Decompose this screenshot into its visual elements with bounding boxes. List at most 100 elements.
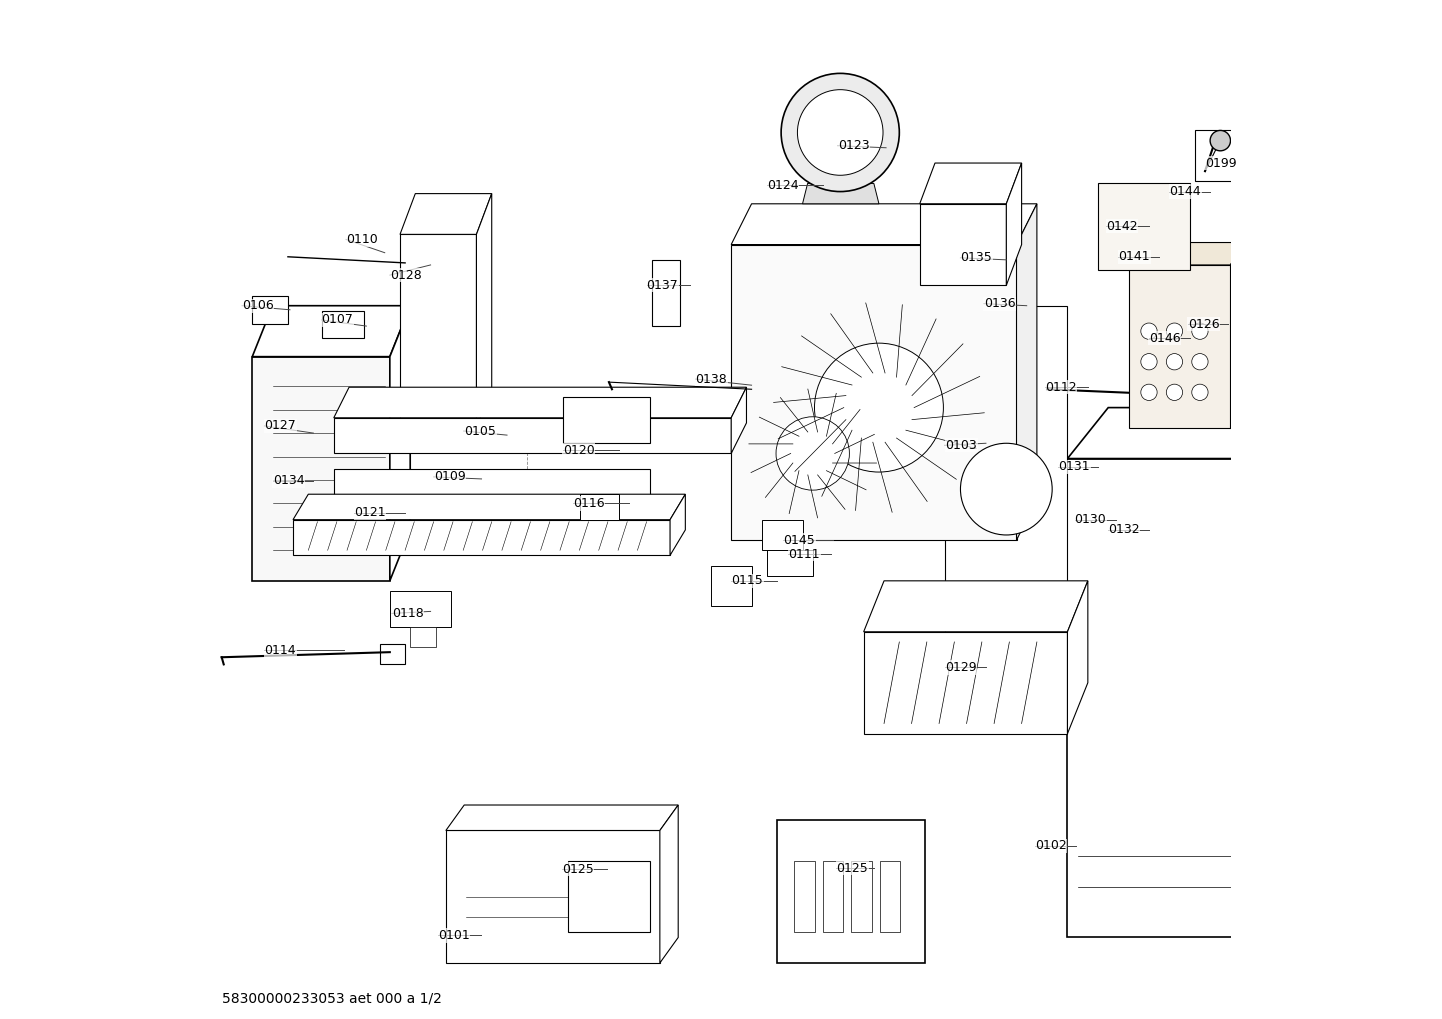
Polygon shape (945, 306, 1067, 683)
Text: 0102: 0102 (1035, 840, 1067, 852)
Text: 0109: 0109 (434, 471, 466, 483)
Circle shape (1167, 384, 1182, 400)
Polygon shape (446, 830, 660, 963)
Polygon shape (1129, 265, 1230, 428)
Text: 0138: 0138 (695, 373, 727, 385)
Polygon shape (652, 260, 681, 326)
Polygon shape (731, 387, 747, 453)
Polygon shape (1195, 130, 1250, 181)
Polygon shape (803, 183, 880, 204)
Polygon shape (252, 296, 288, 324)
Circle shape (1167, 354, 1182, 370)
Text: 0110: 0110 (346, 233, 378, 246)
Text: 0136: 0136 (983, 298, 1015, 310)
Text: 0142: 0142 (1106, 220, 1138, 232)
Circle shape (776, 417, 849, 490)
Text: 0199: 0199 (1206, 157, 1237, 169)
Polygon shape (252, 357, 389, 581)
Polygon shape (293, 520, 671, 555)
Text: 0134: 0134 (273, 475, 304, 487)
Text: 0118: 0118 (392, 607, 424, 620)
Polygon shape (333, 469, 650, 499)
Polygon shape (864, 632, 1067, 734)
Circle shape (815, 343, 943, 472)
Circle shape (740, 380, 885, 527)
Text: 0131: 0131 (1058, 461, 1090, 473)
Text: 0103: 0103 (945, 439, 976, 451)
Text: 0101: 0101 (438, 929, 470, 942)
Polygon shape (1250, 408, 1292, 937)
Polygon shape (880, 861, 900, 932)
Polygon shape (671, 494, 685, 555)
Text: 0125: 0125 (836, 862, 868, 874)
Polygon shape (410, 627, 435, 647)
Text: 0112: 0112 (1045, 381, 1077, 393)
Polygon shape (864, 581, 1087, 632)
Text: 0129: 0129 (945, 661, 976, 674)
Polygon shape (823, 861, 844, 932)
Text: 0114: 0114 (264, 644, 296, 656)
Text: 0145: 0145 (783, 534, 815, 546)
Polygon shape (252, 306, 410, 357)
Polygon shape (322, 311, 365, 338)
Text: 0105: 0105 (464, 425, 496, 437)
Text: 0126: 0126 (1188, 318, 1220, 330)
Text: 0128: 0128 (389, 269, 421, 281)
Polygon shape (446, 805, 678, 830)
Text: 58300000233053 aet 000 a 1/2: 58300000233053 aet 000 a 1/2 (222, 991, 441, 1006)
Circle shape (782, 73, 900, 192)
Polygon shape (731, 204, 1037, 245)
Polygon shape (777, 820, 924, 963)
Text: 0123: 0123 (838, 140, 870, 152)
Polygon shape (1067, 408, 1292, 459)
Polygon shape (767, 550, 813, 576)
Circle shape (1141, 354, 1156, 370)
Text: 0130: 0130 (1074, 514, 1106, 526)
Polygon shape (333, 418, 731, 453)
Polygon shape (580, 494, 619, 520)
Circle shape (960, 443, 1053, 535)
Polygon shape (476, 194, 492, 428)
Circle shape (797, 90, 883, 175)
Text: 0121: 0121 (355, 506, 386, 519)
Polygon shape (731, 245, 1017, 540)
Polygon shape (1230, 243, 1243, 428)
Text: 0111: 0111 (789, 548, 820, 560)
Polygon shape (389, 591, 451, 627)
Polygon shape (293, 494, 685, 520)
Circle shape (761, 290, 996, 525)
Polygon shape (379, 644, 405, 664)
Polygon shape (399, 194, 492, 234)
Polygon shape (1007, 163, 1021, 285)
Text: 0132: 0132 (1109, 524, 1139, 536)
Polygon shape (660, 805, 678, 963)
Polygon shape (562, 397, 650, 443)
Polygon shape (711, 566, 751, 606)
Text: 0146: 0146 (1149, 332, 1181, 344)
Text: 0116: 0116 (574, 497, 604, 510)
Polygon shape (333, 387, 747, 418)
Circle shape (1191, 354, 1208, 370)
Polygon shape (761, 520, 803, 550)
Circle shape (1191, 384, 1208, 400)
Polygon shape (568, 861, 650, 932)
Text: 0127: 0127 (264, 420, 296, 432)
Polygon shape (1067, 581, 1087, 734)
Polygon shape (795, 861, 815, 932)
Text: 0124: 0124 (767, 179, 799, 192)
Text: 0107: 0107 (322, 314, 353, 326)
Text: 0125: 0125 (562, 863, 594, 875)
Polygon shape (399, 234, 476, 428)
Polygon shape (920, 204, 1007, 285)
Text: 0137: 0137 (646, 279, 678, 291)
Polygon shape (389, 306, 410, 581)
Text: 0141: 0141 (1119, 251, 1151, 263)
Text: 0120: 0120 (562, 444, 594, 457)
Circle shape (1167, 323, 1182, 339)
Polygon shape (1017, 204, 1037, 540)
Polygon shape (1067, 459, 1250, 937)
Polygon shape (851, 861, 872, 932)
Circle shape (1141, 323, 1156, 339)
Text: 0106: 0106 (242, 300, 274, 312)
Polygon shape (1129, 243, 1243, 265)
